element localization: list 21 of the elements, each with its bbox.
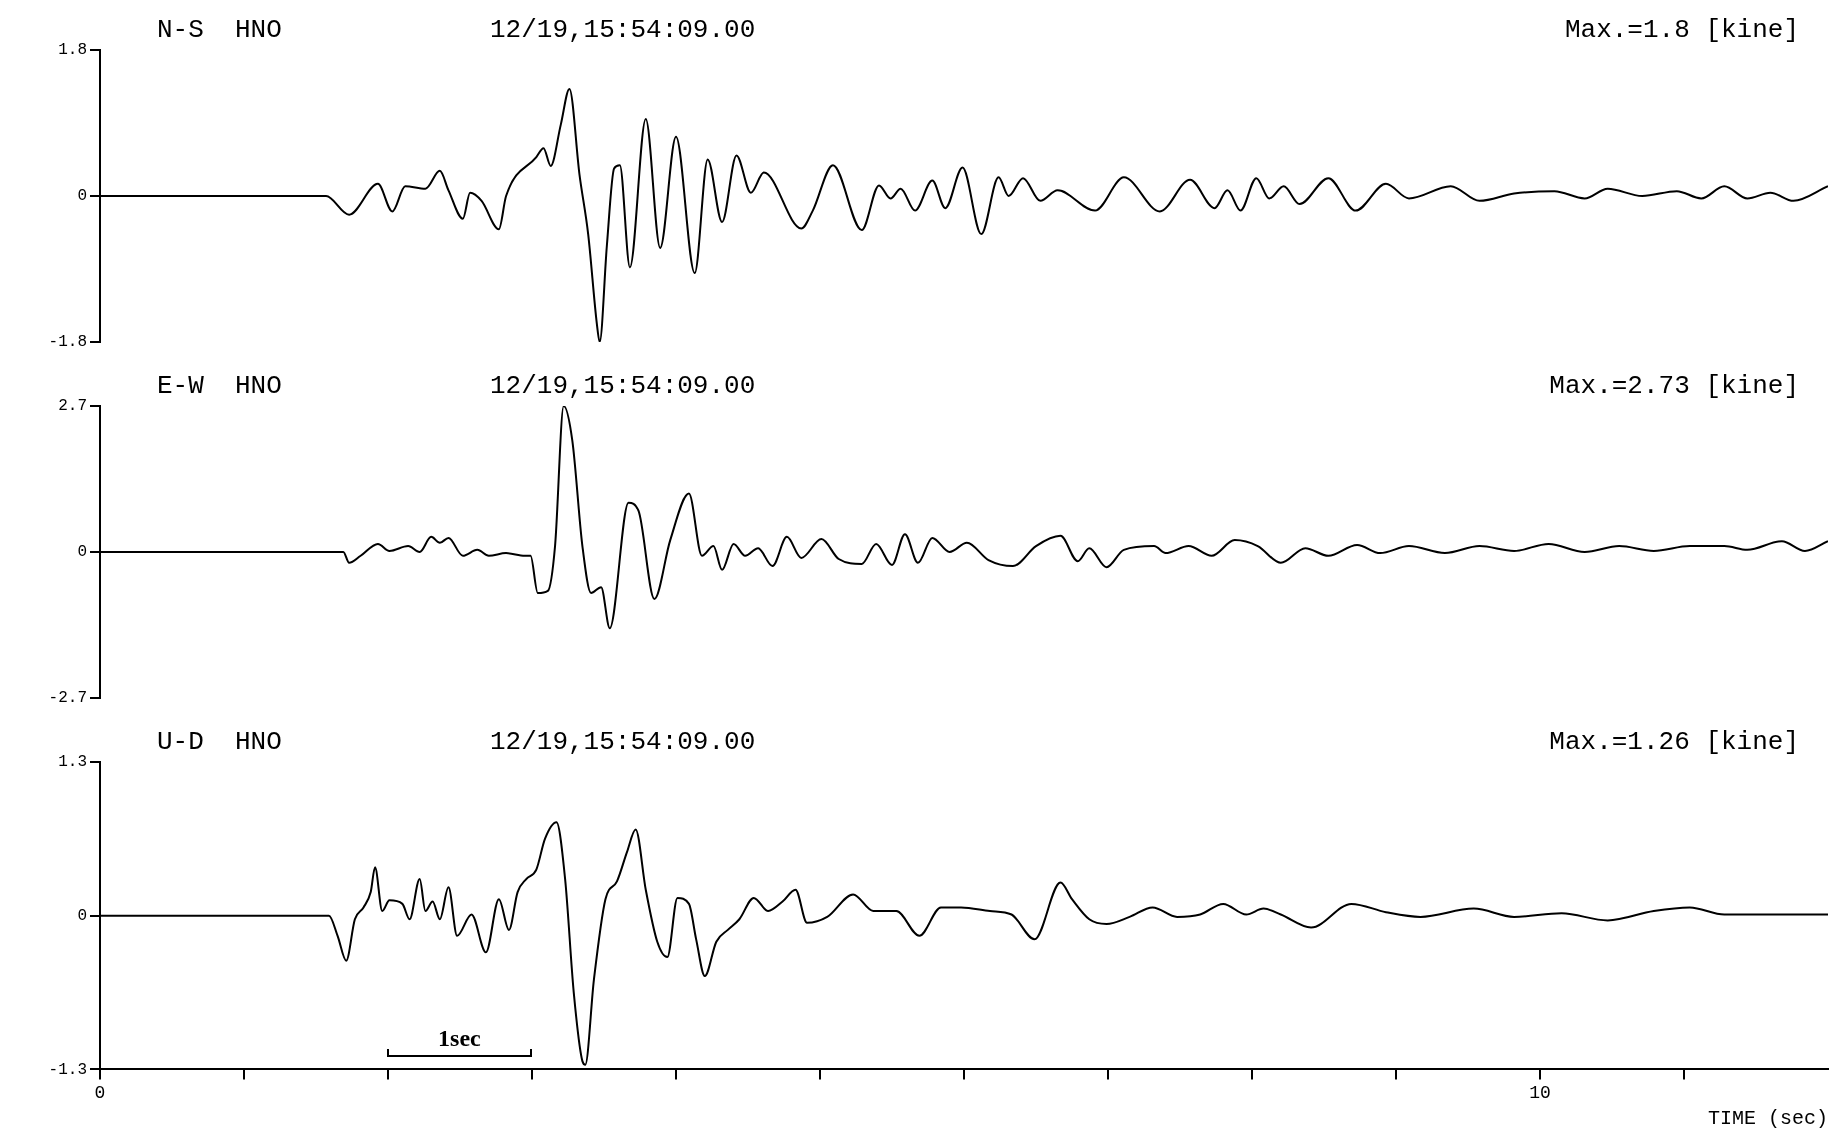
text: Max.=2.73 [kine] xyxy=(1549,370,1799,401)
x-tick-label: 10 xyxy=(1529,1082,1551,1103)
y-tick-label: 0 xyxy=(77,906,87,925)
chart-title: U-D HNO xyxy=(157,726,282,757)
y-tick-label: 2.7 xyxy=(58,397,87,416)
annotation: 1sec xyxy=(438,1024,482,1051)
y-tick-label: -2.7 xyxy=(48,689,87,708)
y-tick-label: 1.3 xyxy=(58,753,87,772)
y-tick-label: 0 xyxy=(77,543,87,562)
chart-title: N-S HNO xyxy=(157,14,282,45)
chart-subtitle: 12/19,15:54:09.00 xyxy=(490,14,756,45)
x-axis-title: TIME (sec) xyxy=(1707,1107,1828,1131)
chart-title: E-W HNO xyxy=(157,370,282,401)
y-tick-label: 0 xyxy=(77,187,87,206)
text: Max.=1.8 [kine] xyxy=(1564,14,1799,45)
y-tick-label: -1.3 xyxy=(48,1060,87,1079)
chart-subtitle: 12/19,15:54:09.00 xyxy=(490,370,756,401)
y-tick-label: -1.8 xyxy=(48,333,87,352)
text: Max.=1.26 [kine] xyxy=(1549,726,1799,757)
chart-subtitle: 12/19,15:54:09.00 xyxy=(490,726,756,757)
y-tick-label: 1.8 xyxy=(58,41,87,60)
